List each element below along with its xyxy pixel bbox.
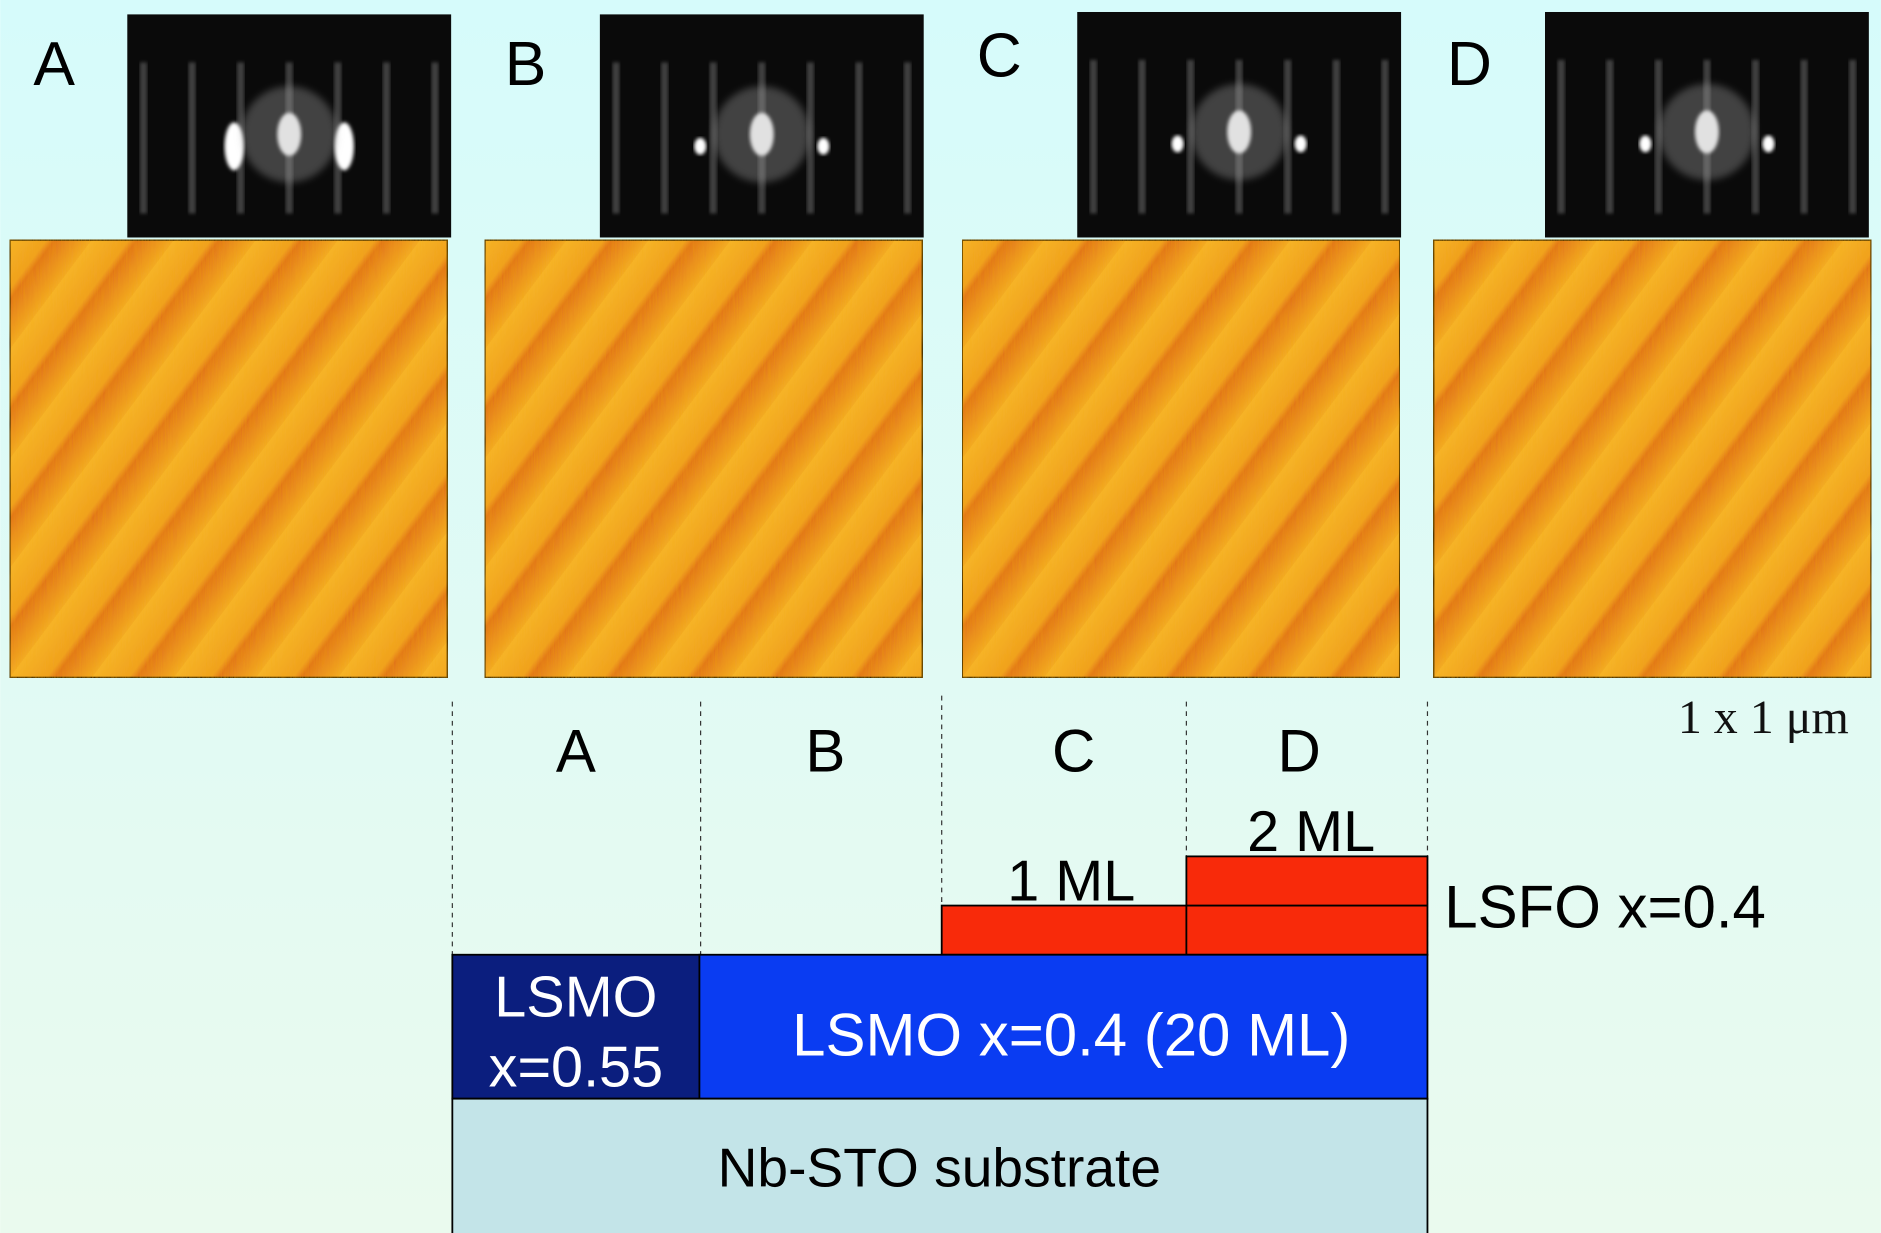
- layer-label: LSMO: [494, 966, 657, 1030]
- rheed-spot: [1762, 136, 1774, 153]
- rheed-glow: [241, 86, 337, 182]
- rheed-streak: [188, 62, 195, 213]
- rheed-streak: [1849, 60, 1856, 214]
- afm-image: [485, 240, 923, 678]
- rheed-spot: [225, 122, 244, 170]
- rheed-streak: [383, 62, 390, 213]
- rheed-spot: [1639, 136, 1651, 153]
- rheed-spot: [1295, 136, 1307, 153]
- rheed-spot: [335, 122, 354, 170]
- panel-label: A: [33, 30, 75, 99]
- rheed-streak: [140, 62, 147, 213]
- rheed-spot: [1172, 136, 1184, 153]
- rheed-streak: [1090, 60, 1097, 214]
- rheed-streak: [661, 62, 668, 213]
- column-label: B: [805, 717, 845, 784]
- layer-label: Nb-STO substrate: [718, 1136, 1161, 1198]
- rheed-streak: [1558, 60, 1565, 214]
- afm-image: [962, 240, 1400, 678]
- column-label: C: [1052, 717, 1095, 784]
- rheed-glow: [1191, 84, 1287, 180]
- layer-label: 2 ML: [1247, 800, 1375, 864]
- rheed-spot: [694, 138, 706, 155]
- rheed-spot: [817, 138, 829, 155]
- layer-label: 1 ML: [1007, 849, 1135, 913]
- rheed-streak: [612, 62, 619, 213]
- rheed-streak: [855, 62, 862, 213]
- panel-label: D: [1447, 30, 1492, 99]
- rheed-streak: [431, 62, 438, 213]
- rheed-streak: [904, 62, 911, 213]
- layer-label: LSMO x=0.4 (20 ML): [792, 1002, 1350, 1069]
- rheed-glow: [1659, 84, 1755, 180]
- rheed-glow: [714, 86, 810, 182]
- rheed-streak: [1800, 60, 1807, 214]
- column-label: A: [556, 717, 596, 784]
- panel-label: B: [505, 30, 547, 99]
- layer-label: LSFO x=0.4: [1444, 873, 1766, 940]
- afm-image: [10, 240, 448, 678]
- column-label: D: [1277, 717, 1320, 784]
- layer-label: x=0.55: [489, 1035, 663, 1099]
- figure: A B C D 1 x 1 μm A B C D 1 ML 2 ML LSFO x=0…: [0, 0, 1881, 1233]
- afm-image: [1433, 240, 1871, 678]
- rheed-streak: [1381, 60, 1388, 214]
- rheed-streak: [1138, 60, 1145, 214]
- rheed-streak: [1606, 60, 1613, 214]
- scale-label: 1 x 1 μm: [1678, 691, 1849, 744]
- panel-label: C: [977, 21, 1022, 90]
- rheed-streak: [1333, 60, 1340, 214]
